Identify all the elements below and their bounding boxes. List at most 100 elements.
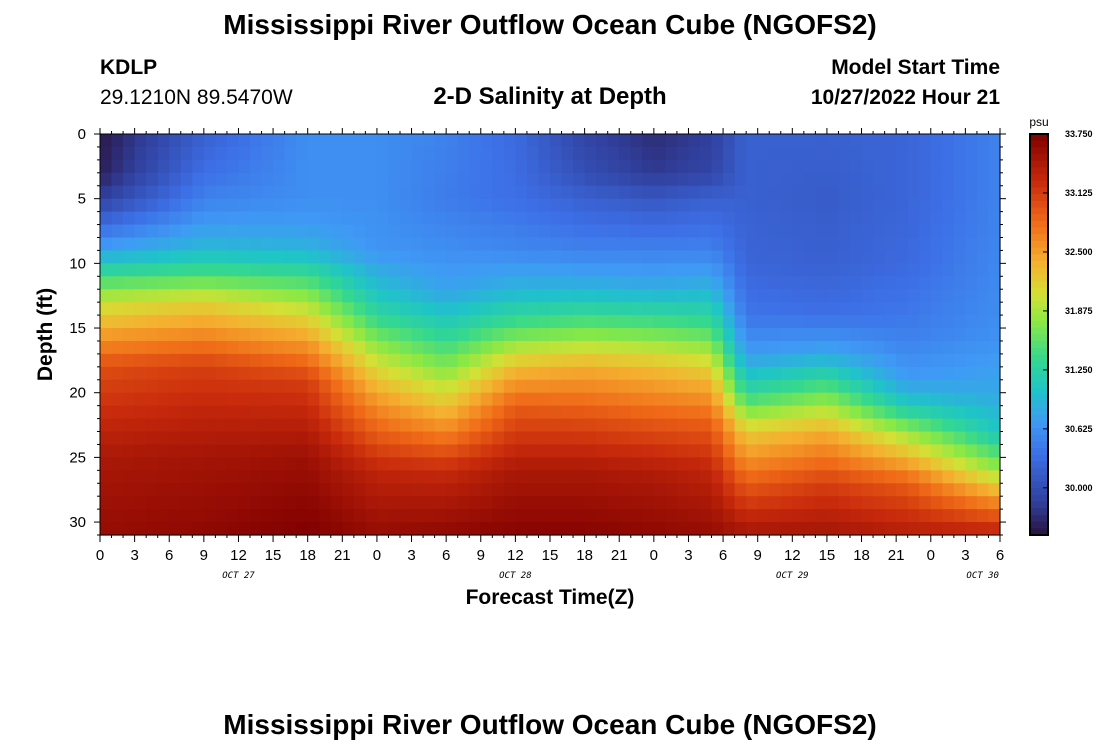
heatmap-cell xyxy=(953,134,966,148)
heatmap-cell xyxy=(146,237,159,252)
heatmap-cell xyxy=(492,134,505,148)
heatmap-cell xyxy=(238,470,251,484)
heatmap-cell xyxy=(469,509,482,523)
heatmap-cell xyxy=(526,457,540,471)
heatmap-cell xyxy=(238,496,251,510)
heatmap-cell xyxy=(388,237,401,252)
heatmap-cell xyxy=(250,483,263,497)
heatmap-cell xyxy=(134,496,147,510)
heatmap-cell xyxy=(388,289,401,303)
heatmap-cell xyxy=(342,496,355,510)
heatmap-cell xyxy=(665,211,678,226)
heatmap-cell xyxy=(861,263,874,277)
heatmap-cell xyxy=(192,289,205,303)
heatmap-cell xyxy=(296,457,309,471)
heatmap-cell xyxy=(296,522,309,536)
heatmap-cell xyxy=(550,470,563,484)
heatmap-cell xyxy=(550,146,563,161)
heatmap-cell xyxy=(757,444,770,458)
heatmap-cell xyxy=(307,353,320,368)
heatmap-cell xyxy=(619,457,632,471)
heatmap-cell xyxy=(596,328,609,342)
heatmap-cell xyxy=(469,159,482,174)
heatmap-cell xyxy=(907,392,920,407)
heatmap-cell xyxy=(826,276,840,290)
heatmap-cell xyxy=(515,250,528,264)
heatmap-cell xyxy=(446,522,459,536)
heatmap-cell xyxy=(642,496,655,510)
heatmap-cell xyxy=(792,405,805,420)
heatmap-cell xyxy=(688,405,701,420)
heatmap-cell xyxy=(930,237,943,252)
heatmap-cell xyxy=(826,315,840,329)
heatmap-cell xyxy=(723,379,736,394)
heatmap-cell xyxy=(700,366,713,381)
heatmap-cell xyxy=(907,457,920,471)
heatmap-cell xyxy=(815,431,828,446)
heatmap-cell xyxy=(215,146,228,161)
heatmap-cell xyxy=(630,483,643,497)
heatmap-cell xyxy=(792,302,805,316)
heatmap-cell xyxy=(400,185,413,200)
heatmap-cell xyxy=(203,444,216,458)
heatmap-cell xyxy=(284,134,297,148)
x-tick-label: 3 xyxy=(130,547,138,564)
heatmap-cell xyxy=(930,263,943,277)
heatmap-cell xyxy=(665,328,678,342)
heatmap-cell xyxy=(469,379,482,394)
heatmap-cell xyxy=(919,379,932,394)
heatmap-cell xyxy=(388,263,401,277)
heatmap-cell xyxy=(480,134,493,148)
heatmap-cell xyxy=(203,392,216,407)
heatmap-cell xyxy=(376,250,390,264)
heatmap-cell xyxy=(365,198,378,213)
heatmap-cell xyxy=(711,315,724,329)
heatmap-cell xyxy=(561,340,574,355)
heatmap-cell xyxy=(653,198,666,213)
heatmap-cell xyxy=(238,146,251,161)
heatmap-cell xyxy=(550,250,563,264)
heatmap-cell xyxy=(815,289,828,303)
heatmap-cell xyxy=(342,470,355,484)
heatmap-cell xyxy=(584,263,597,277)
heatmap-cell xyxy=(273,146,286,161)
heatmap-cell xyxy=(342,353,355,368)
heatmap-cell xyxy=(607,509,620,523)
heatmap-cell xyxy=(676,418,690,433)
heatmap-cell xyxy=(792,366,805,381)
heatmap-cell xyxy=(111,483,124,497)
heatmap-cell xyxy=(446,211,459,226)
heatmap-cell xyxy=(503,237,516,252)
heatmap-cell xyxy=(988,302,1001,316)
heatmap-cell xyxy=(942,353,955,368)
heatmap-cell xyxy=(111,134,124,148)
heatmap-cell xyxy=(238,366,251,381)
heatmap-cell xyxy=(596,198,609,213)
heatmap-cell xyxy=(561,146,574,161)
heatmap-cell xyxy=(353,522,366,536)
heatmap-cell xyxy=(100,198,113,213)
heatmap-cell xyxy=(169,224,182,239)
heatmap-cell xyxy=(584,159,597,174)
heatmap-cell xyxy=(723,302,736,316)
heatmap-cell xyxy=(342,302,355,316)
heatmap-cell xyxy=(607,340,620,355)
heatmap-cell xyxy=(330,263,343,277)
x-tick-label: 21 xyxy=(334,547,351,564)
heatmap-cell xyxy=(273,172,286,187)
heatmap-cell xyxy=(676,146,690,161)
heatmap-cell xyxy=(700,509,713,523)
heatmap-cell xyxy=(423,444,436,458)
heatmap-cell xyxy=(157,146,170,161)
heatmap-cell xyxy=(330,172,343,187)
heatmap-cell xyxy=(803,250,816,264)
heatmap-cell xyxy=(342,328,355,342)
heatmap-cell xyxy=(688,302,701,316)
heatmap-cell xyxy=(353,289,366,303)
heatmap-cell xyxy=(365,302,378,316)
heatmap-cell xyxy=(619,159,632,174)
heatmap-cell xyxy=(965,379,978,394)
heatmap-cell xyxy=(296,483,309,497)
heatmap-cell xyxy=(411,405,424,420)
heatmap-cell xyxy=(653,276,666,290)
